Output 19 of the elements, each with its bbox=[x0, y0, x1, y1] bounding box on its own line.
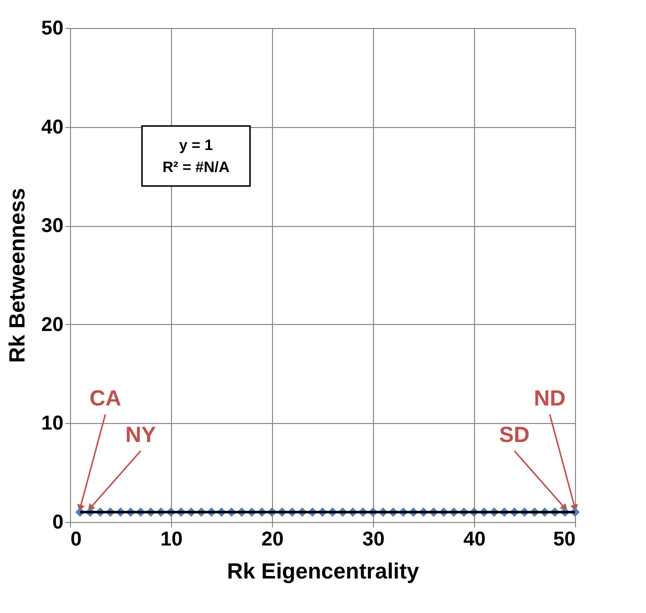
x-axis-title: Rk Eigencentrality bbox=[227, 558, 420, 584]
x-tick-label: 10 bbox=[160, 528, 183, 550]
y-tick-label: 0 bbox=[52, 512, 64, 534]
x-tick-label: 40 bbox=[463, 528, 486, 550]
y-tick-label: 50 bbox=[41, 18, 64, 40]
y-tick-label: 30 bbox=[41, 215, 64, 238]
y-tick-label: 40 bbox=[41, 116, 64, 138]
annotation: CA bbox=[89, 386, 122, 410]
x-tick-label: 30 bbox=[362, 528, 385, 550]
annotation: y = 1 R² = #N/A bbox=[162, 137, 230, 176]
annotation: SD bbox=[499, 422, 530, 448]
x-tick-label: 20 bbox=[261, 528, 284, 550]
x-tick-label: 50 bbox=[553, 528, 576, 550]
y-tick-label: 20 bbox=[41, 314, 64, 336]
annotation: ND bbox=[534, 386, 566, 410]
y-tick-label: 10 bbox=[41, 412, 64, 435]
x-tick-label: 0 bbox=[70, 528, 82, 550]
annotation: NY bbox=[125, 422, 156, 448]
y-axis-title: Rk Betweenness bbox=[4, 188, 30, 363]
